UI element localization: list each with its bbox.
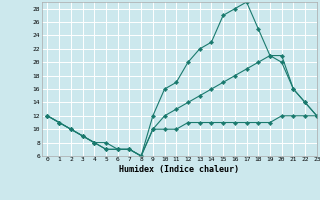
X-axis label: Humidex (Indice chaleur): Humidex (Indice chaleur) <box>119 165 239 174</box>
